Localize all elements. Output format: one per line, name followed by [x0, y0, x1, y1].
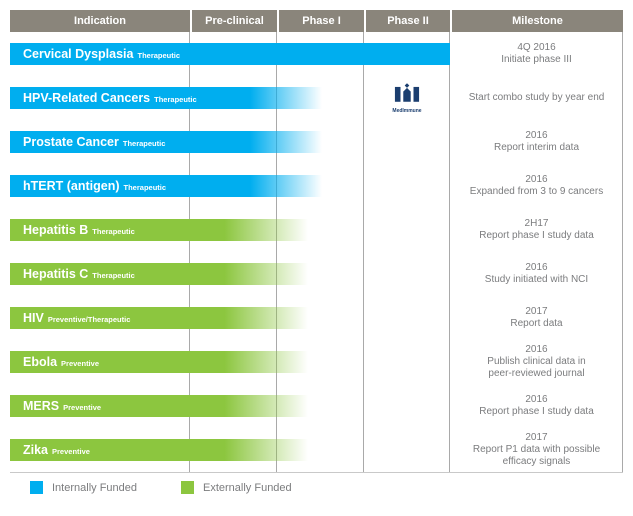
- medimmune-logo-text: MedImmune: [392, 108, 422, 114]
- milestone-line: Start combo study by year end: [468, 92, 605, 103]
- medimmune-logo-mark: [394, 83, 420, 102]
- progress-bar: Prostate Cancer Therapeutic: [10, 131, 322, 153]
- row-mers: MERS Preventive 2016 Report phase I stud…: [10, 384, 623, 428]
- medimmune-logo: MedImmune: [382, 83, 432, 114]
- milestone-line: peer-reviewed journal: [488, 368, 585, 379]
- milestone-line: 4Q 2016: [517, 42, 556, 53]
- milestone-line: Report phase I study data: [479, 230, 594, 241]
- progress-bar: hTERT (antigen) Therapeutic: [10, 175, 322, 197]
- indication-subtype: Preventive: [61, 359, 99, 368]
- milestone-line: 2016: [525, 394, 548, 405]
- indication-subtype: Preventive: [63, 403, 102, 412]
- indication-label: Hepatitis B: [23, 223, 89, 237]
- progress-bar: Hepatitis C Therapeutic: [10, 263, 308, 285]
- row-ebola: Ebola Preventive 2016 Publish clinical d…: [10, 340, 623, 384]
- row-zika: Zika Preventive 2017 Report P1 data with…: [10, 428, 623, 472]
- milestone-line: Initiate phase III: [501, 54, 572, 65]
- row-htert-antigen: hTERT (antigen) Therapeutic 2016 Expande…: [10, 164, 623, 208]
- progress-bar: Cervical Dysplasia Therapeutic: [10, 43, 450, 65]
- indication-subtype: Therapeutic: [154, 95, 197, 104]
- milestone-line: 2017: [525, 306, 548, 317]
- indication-label: Zika: [23, 443, 49, 457]
- indication-subtype: Preventive: [52, 447, 90, 456]
- milestone-cell: 4Q 2016 Initiate phase III: [450, 32, 623, 76]
- milestone-cell: 2016 Report phase I study data: [450, 384, 623, 428]
- row-cervical-dysplasia: Cervical Dysplasia Therapeutic 4Q 2016 I…: [10, 32, 623, 76]
- milestone-line: Study initiated with NCI: [484, 274, 589, 285]
- milestone-cell: 2016 Publish clinical data in peer-revie…: [450, 340, 623, 384]
- indication-label: Hepatitis C: [23, 267, 89, 281]
- milestone-line: Report P1 data with possible: [472, 444, 601, 455]
- indication-label: Ebola: [23, 355, 58, 369]
- header-milestone: Milestone: [450, 10, 623, 32]
- legend-label: Internally Funded: [52, 481, 137, 494]
- row-hpv-related-cancers: HPV-Related Cancers Therapeutic MedImmun…: [10, 76, 623, 120]
- milestone-line: Publish clinical data in: [487, 356, 586, 367]
- milestone-line: 2016: [525, 344, 548, 355]
- internal-funded-swatch: [30, 481, 43, 494]
- milestone-line: 2H17: [524, 218, 549, 229]
- progress-bar: HPV-Related Cancers Therapeutic: [10, 87, 322, 109]
- legend-label: Externally Funded: [203, 481, 292, 494]
- milestone-cell: 2016 Report interim data: [450, 120, 623, 164]
- column-divider: [363, 32, 364, 472]
- indication-subtype: Therapeutic: [122, 139, 166, 148]
- header-indication: Indication: [10, 10, 190, 32]
- milestone-line: 2016: [525, 262, 548, 273]
- milestone-line: 2016: [525, 174, 548, 185]
- indication-subtype: Therapeutic: [92, 227, 135, 236]
- legend: Internally Funded Externally Funded: [30, 481, 336, 494]
- indication-label: MERS: [23, 399, 60, 413]
- header-phase2: Phase II: [364, 10, 450, 32]
- milestone-line: Expanded from 3 to 9 cancers: [469, 186, 604, 197]
- row-hepatitis-b: Hepatitis B Therapeutic 2H17 Report phas…: [10, 208, 623, 252]
- progress-bar: Hepatitis B Therapeutic: [10, 219, 308, 241]
- milestone-cell: 2017 Report P1 data with possible effica…: [450, 428, 623, 472]
- table-header: Indication Pre-clinical Phase I Phase II…: [10, 10, 623, 32]
- legend-item-internal: Internally Funded: [30, 481, 137, 494]
- milestone-cell: 2016 Expanded from 3 to 9 cancers: [450, 164, 623, 208]
- milestone-line: 2017: [525, 432, 548, 443]
- indication-subtype: Therapeutic: [92, 271, 135, 280]
- milestone-line: Report phase I study data: [479, 406, 594, 417]
- header-phase1: Phase I: [277, 10, 364, 32]
- indication-label: Cervical Dysplasia: [23, 47, 134, 61]
- header-preclinical: Pre-clinical: [190, 10, 277, 32]
- progress-bar: HIV Preventive/Therapeutic: [10, 307, 308, 329]
- row-hiv: HIV Preventive/Therapeutic 2017 Report d…: [10, 296, 623, 340]
- external-funded-swatch: [181, 481, 194, 494]
- milestone-cell: 2016 Study initiated with NCI: [450, 252, 623, 296]
- milestone-line: Report interim data: [493, 142, 580, 153]
- column-divider: [189, 32, 190, 472]
- row-prostate-cancer: Prostate Cancer Therapeutic 2016 Report …: [10, 120, 623, 164]
- indication-label: HPV-Related Cancers: [23, 91, 151, 105]
- progress-bar: MERS Preventive: [10, 395, 308, 417]
- indication-label: Prostate Cancer: [23, 135, 119, 149]
- column-divider: [622, 32, 623, 472]
- indication-subtype: Therapeutic: [123, 183, 167, 192]
- indication-label: HIV: [23, 311, 44, 325]
- progress-bar: Ebola Preventive: [10, 351, 308, 373]
- milestone-line: efficacy signals: [502, 456, 571, 467]
- milestone-line: Report data: [510, 318, 563, 329]
- legend-item-external: Externally Funded: [181, 481, 292, 494]
- indication-label: hTERT (antigen): [23, 179, 120, 193]
- milestone-line: 2016: [525, 130, 548, 141]
- column-divider: [449, 32, 450, 472]
- table-body: Cervical Dysplasia Therapeutic 4Q 2016 I…: [10, 32, 623, 473]
- milestone-cell: Start combo study by year end: [450, 76, 623, 120]
- indication-subtype: Preventive/Therapeutic: [47, 315, 131, 324]
- progress-bar: Zika Preventive: [10, 439, 308, 461]
- column-divider: [276, 32, 277, 472]
- row-hepatitis-c: Hepatitis C Therapeutic 2016 Study initi…: [10, 252, 623, 296]
- indication-subtype: Therapeutic: [137, 51, 181, 60]
- milestone-cell: 2017 Report data: [450, 296, 623, 340]
- pipeline-table: Indication Pre-clinical Phase I Phase II…: [10, 10, 623, 473]
- milestone-cell: 2H17 Report phase I study data: [450, 208, 623, 252]
